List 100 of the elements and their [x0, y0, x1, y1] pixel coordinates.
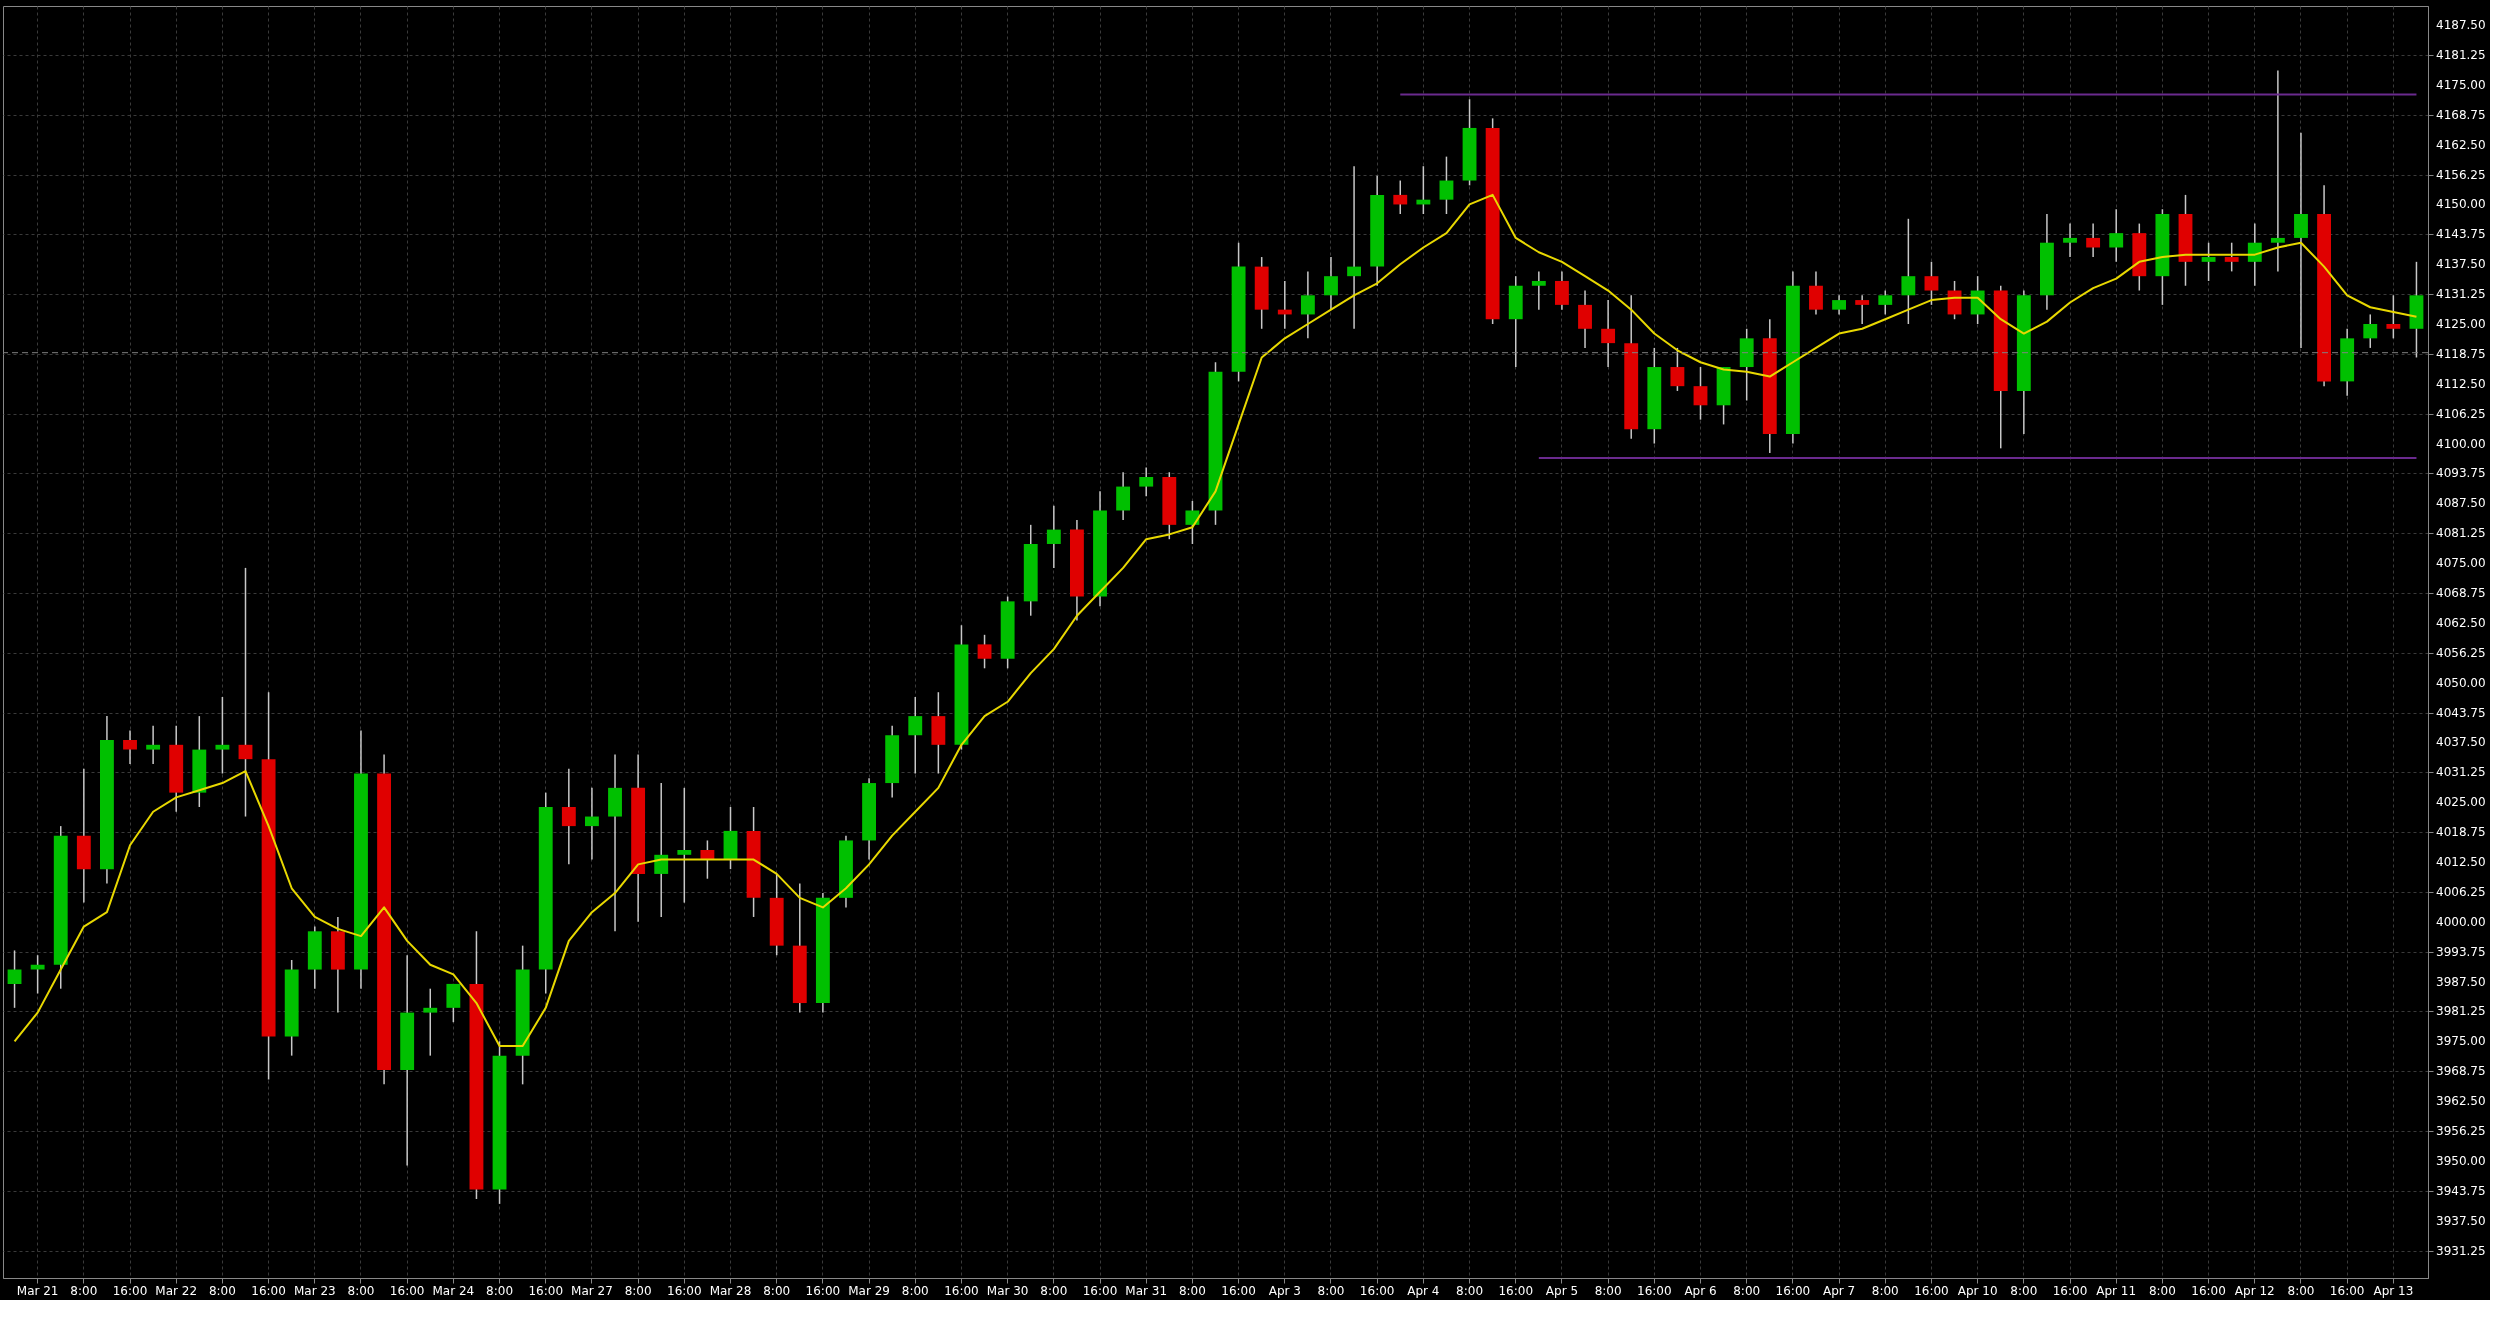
x-tick-label: 8:00 [624, 1283, 652, 1298]
x-tick-label: 16:00 [2052, 1283, 2088, 1298]
candlestick [700, 839, 715, 880]
y-tick-label: 4062.50 [2436, 615, 2486, 630]
x-tick-label: 16:00 [1775, 1283, 1811, 1298]
candlestick [2063, 222, 2077, 258]
x-tick-label: 8:00 [1456, 1283, 1484, 1298]
x-tick-label: Mar 22 [155, 1283, 198, 1298]
y-tick-label: 4031.25 [2436, 765, 2486, 780]
candlestick [2201, 241, 2216, 282]
x-tick-label: 8:00 [347, 1283, 375, 1298]
y-tick-label: 4131.25 [2436, 287, 2486, 302]
y-tick-label: 4156.25 [2436, 167, 2486, 182]
y-tick-label: 3937.50 [2436, 1213, 2486, 1228]
x-tick-label: 8:00 [1733, 1283, 1761, 1298]
y-tick-label: 4137.50 [2436, 257, 2486, 272]
y-tick-label: 4162.50 [2436, 137, 2486, 152]
candlestick [2294, 131, 2308, 349]
y-tick-label: 3931.25 [2436, 1243, 2486, 1258]
y-tick-label: 4087.50 [2436, 496, 2486, 511]
y-tick-label: 4043.75 [2436, 705, 2486, 720]
y-tick-label: 4106.25 [2436, 406, 2486, 421]
y-tick-label: 4012.50 [2436, 854, 2486, 869]
x-tick-label: 8:00 [763, 1283, 791, 1298]
y-tick-label: 3975.00 [2436, 1034, 2486, 1049]
y-tick-label: 4112.50 [2436, 376, 2486, 391]
x-tick-label: 16:00 [2329, 1283, 2365, 1298]
x-tick-label: 8:00 [70, 1283, 98, 1298]
x-tick-label: Apr 11 [2096, 1283, 2137, 1298]
candlestick [1670, 347, 1685, 392]
candlestick [2086, 222, 2101, 258]
x-tick-label: 16:00 [1221, 1283, 1256, 1298]
x-tick-label: 16:00 [1637, 1283, 1672, 1298]
y-tick-label: 4056.25 [2436, 645, 2486, 660]
x-tick-label: 8:00 [1317, 1283, 1345, 1298]
candlestick [1555, 270, 1569, 311]
candlestick [1139, 466, 1154, 497]
y-tick-label: 4037.50 [2436, 735, 2486, 750]
candlestick [1046, 504, 1061, 569]
x-tick-label: 8:00 [486, 1283, 514, 1298]
candlestick [1347, 165, 1361, 330]
y-tick-label: 4181.25 [2436, 48, 2486, 63]
candlestick [677, 787, 692, 904]
candlestick [2109, 208, 2124, 263]
candlestick [654, 782, 669, 918]
candlestick [1116, 471, 1131, 521]
candlestick [1601, 299, 1616, 368]
y-tick-label: 3962.50 [2436, 1094, 2486, 1109]
y-tick-label: 4075.00 [2436, 556, 2486, 571]
candlestick [30, 954, 45, 995]
y-tick-label: 4175.00 [2436, 77, 2486, 92]
x-tick-label: 16:00 [805, 1283, 841, 1298]
candlestick [1855, 294, 1870, 325]
y-tick-label: 3987.50 [2436, 974, 2486, 989]
candlestick [2363, 313, 2378, 349]
x-tick-label: Mar 24 [432, 1283, 475, 1298]
x-tick-label: 8:00 [2148, 1283, 2176, 1298]
y-tick-label: 4006.25 [2436, 884, 2486, 899]
candlestick [561, 767, 576, 866]
x-tick-label: Mar 27 [571, 1283, 613, 1298]
candlestick [2386, 294, 2401, 340]
y-tick-label: 3981.25 [2436, 1004, 2486, 1019]
y-tick-label: 4125.00 [2436, 317, 2486, 331]
x-tick-label: Mar 30 [986, 1283, 1029, 1298]
candlestick [1393, 179, 1408, 215]
y-tick-label: 4068.75 [2436, 585, 2486, 600]
x-tick-label: 16:00 [944, 1283, 979, 1298]
x-tick-label: Apr 10 [1957, 1283, 1998, 1298]
candlestick [1809, 270, 1823, 316]
x-tick-label: 16:00 [251, 1283, 286, 1298]
x-tick-label: Mar 29 [848, 1283, 890, 1298]
x-tick-label: 8:00 [2010, 1283, 2038, 1298]
x-tick-label: Apr 3 [1268, 1283, 1301, 1298]
x-tick-label: Mar 28 [709, 1283, 752, 1298]
x-tick-label: Apr 13 [2373, 1283, 2414, 1298]
y-tick-label: 3950.00 [2436, 1153, 2486, 1168]
candlestick [1832, 294, 1846, 316]
x-tick-label: 8:00 [208, 1283, 236, 1298]
x-tick-label: 16:00 [667, 1283, 702, 1298]
y-tick-label: 4100.00 [2436, 436, 2486, 451]
y-tick-label: 4050.00 [2436, 675, 2486, 690]
y-tick-label: 4187.50 [2436, 18, 2486, 33]
x-tick-label: 8:00 [1871, 1283, 1899, 1298]
x-tick-label: 16:00 [528, 1283, 564, 1298]
candlestick [146, 724, 161, 765]
x-tick-label: Mar 23 [293, 1283, 336, 1298]
x-tick-label: Mar 31 [1125, 1283, 1168, 1298]
x-tick-label: Apr 5 [1545, 1283, 1579, 1298]
x-tick-label: Apr 7 [1822, 1283, 1856, 1298]
x-tick-label: 8:00 [2287, 1283, 2315, 1298]
candlestick [1878, 289, 1893, 316]
x-tick-label: 16:00 [1498, 1283, 1534, 1298]
candlestick [423, 987, 438, 1057]
y-tick-label: 3993.75 [2436, 944, 2486, 959]
x-tick-label: Apr 4 [1407, 1283, 1440, 1298]
candlestick [1901, 218, 1916, 325]
candlestick [2224, 241, 2239, 273]
candlestick [238, 567, 253, 818]
y-tick-label: 4018.75 [2436, 825, 2486, 840]
y-tick-label: 4025.00 [2436, 795, 2486, 810]
